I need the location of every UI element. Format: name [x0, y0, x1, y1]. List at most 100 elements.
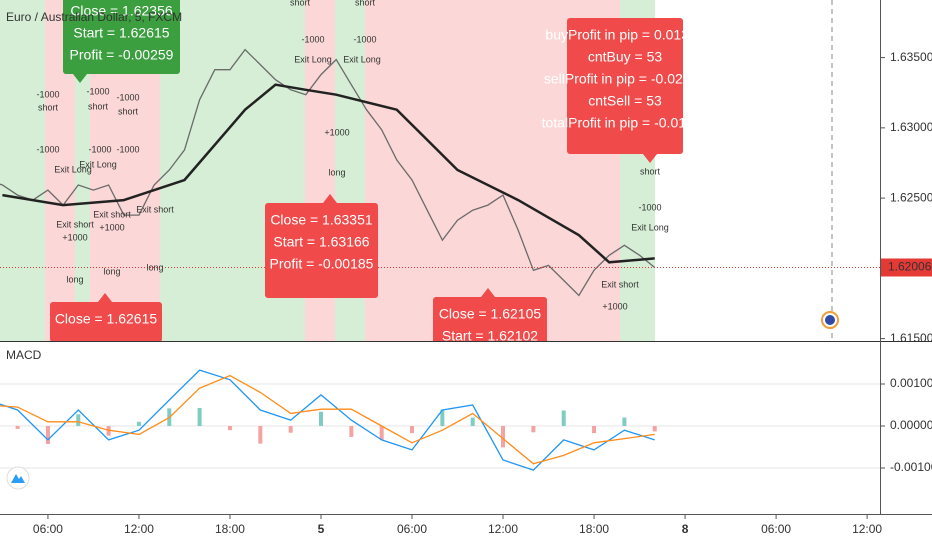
label-box	[567, 18, 683, 154]
x-tick-label: 06:00	[397, 522, 427, 536]
event-icon-core	[825, 315, 835, 325]
label-line: Start = 1.62102	[442, 328, 538, 344]
signal-label: -1000	[353, 34, 376, 44]
signal-label: Exit short	[601, 279, 639, 289]
histogram-bar	[501, 426, 506, 448]
label-line: Profit = -0.00185	[270, 256, 374, 272]
signal-label: Exit Long	[294, 54, 332, 64]
signal-label: -1000	[88, 144, 111, 154]
signal-label: -1000	[638, 202, 661, 212]
histogram-bar	[258, 426, 263, 444]
label-box	[265, 203, 378, 298]
signal-label: short	[88, 101, 109, 111]
trade-label: Close = 1.62356 Start = 1.62615 Profit = -…	[63, 0, 180, 83]
signal-label: Exit short	[93, 209, 131, 219]
label-pointer	[323, 194, 337, 203]
zone	[75, 0, 90, 341]
macd-pane	[0, 369, 880, 471]
histogram-bar	[76, 414, 81, 426]
signal-label: -1000	[36, 89, 59, 99]
label-line: sellProfit in pip = -0.02486	[544, 71, 706, 87]
y-tick-label: 1.63500	[890, 50, 932, 64]
series-line	[0, 374, 655, 465]
label-line: totalProfit in pip = -0.01141	[542, 115, 709, 131]
price-pane: Close = 1.62356 Start = 1.62615 Profit = -…	[0, 0, 880, 344]
y-tick-label: -0.00100	[890, 460, 932, 474]
histogram-bar	[227, 426, 232, 431]
signal-label: -1000	[86, 86, 109, 96]
histogram-bar	[561, 410, 566, 426]
label-line: Start = 1.62615	[73, 25, 169, 41]
signal-label: Exit Long	[79, 159, 117, 169]
signal-label: -1000	[301, 34, 324, 44]
histogram-bar	[349, 426, 354, 437]
signal-label: +1000	[324, 127, 349, 137]
label-line: Close = 1.62615	[55, 311, 158, 327]
signal-label: long	[66, 274, 83, 284]
label-line: cntSell = 53	[588, 93, 662, 109]
label-pointer	[98, 293, 112, 302]
y-tick-label: 1.63000	[890, 120, 932, 134]
histogram-bar	[379, 426, 384, 440]
y-tick-label: 0.00000	[890, 418, 932, 432]
x-tick-label: 8	[682, 522, 689, 536]
signal-label: long	[146, 262, 163, 272]
signal-label: -1000	[116, 92, 139, 102]
x-tick-label: 06:00	[761, 522, 791, 536]
label-box	[50, 302, 162, 341]
signal-label: Exit short	[136, 204, 174, 214]
trade-label: buyProfit in pip = 0.01345 cntBuy = 53 sel…	[542, 18, 709, 163]
signal-label: short	[118, 106, 139, 116]
label-line: Profit = -0.00259	[70, 47, 174, 63]
signal-label: Exit Long	[54, 164, 92, 174]
label-line: Close = 1.62105	[439, 306, 542, 322]
signal-label: -1000	[36, 144, 59, 154]
histogram-bar	[15, 426, 20, 429]
histogram-bar	[136, 421, 141, 426]
signal-label: +1000	[99, 222, 124, 232]
histogram-bar	[410, 426, 415, 434]
y-tick-label: 1.62500	[890, 190, 932, 204]
signal-label: short	[38, 102, 59, 112]
trade-label: Close = 1.62615	[50, 293, 162, 341]
histogram-bar	[288, 426, 293, 433]
series-line	[2, 83, 655, 264]
x-tick-label: 5	[318, 522, 325, 536]
indicator-name: MACD	[6, 348, 42, 362]
current-price-tag	[881, 258, 932, 277]
signal-label: Exit short	[56, 219, 94, 229]
label-line: Close = 1.63351	[270, 212, 373, 228]
x-tick-label: 12:00	[852, 522, 882, 536]
signal-label: +1000	[62, 232, 87, 242]
label-box	[63, 0, 180, 74]
y-tick-label: 0.00100	[890, 376, 932, 390]
histogram-bar	[45, 426, 50, 445]
signal-label: short	[640, 166, 661, 176]
label-box	[433, 297, 547, 341]
histogram-bar	[592, 426, 597, 434]
current-price-label: 1.62006	[888, 260, 932, 274]
histogram-bar	[622, 417, 627, 426]
signal-label: short	[355, 0, 376, 7]
series-line	[0, 369, 655, 471]
label-line: buyProfit in pip = 0.01345	[545, 27, 704, 43]
histogram-bar	[440, 409, 445, 426]
label-pointer	[73, 74, 87, 83]
x-tick-label: 18:00	[215, 522, 245, 536]
histogram-bar	[652, 426, 657, 432]
label-line: cntBuy = 53	[588, 49, 663, 65]
signal-label: Exit Long	[631, 222, 669, 232]
label-pointer	[481, 288, 495, 297]
histogram-bar	[318, 411, 323, 426]
signal-label: -1000	[116, 144, 139, 154]
signal-label: long	[103, 266, 120, 276]
x-tick-label: 18:00	[579, 522, 609, 536]
logo-mark	[11, 474, 25, 483]
label-line: Start = 1.63166	[273, 234, 369, 250]
x-tick-label: 06:00	[33, 522, 63, 536]
trade-label: Close = 1.63351 Start = 1.63166 Profit = -…	[265, 194, 378, 298]
signal-label: Exit Long	[343, 54, 381, 64]
signal-label: short	[290, 0, 311, 7]
symbol-legend: Euro / Australian Dollar, 5, FXCM	[6, 10, 182, 24]
